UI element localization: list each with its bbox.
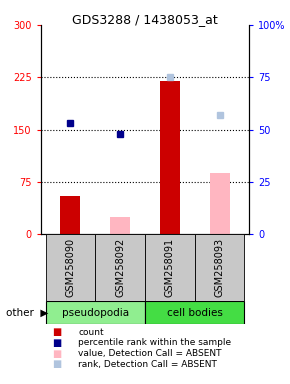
Text: GSM258093: GSM258093 — [215, 238, 224, 297]
Text: count: count — [78, 328, 104, 337]
Text: GSM258091: GSM258091 — [165, 238, 175, 297]
Text: pseudopodia: pseudopodia — [62, 308, 129, 318]
Text: GSM258092: GSM258092 — [115, 238, 125, 298]
Text: ■: ■ — [52, 349, 61, 359]
Text: GDS3288 / 1438053_at: GDS3288 / 1438053_at — [72, 13, 218, 26]
Bar — [95, 234, 145, 301]
Text: value, Detection Call = ABSENT: value, Detection Call = ABSENT — [78, 349, 222, 358]
Bar — [145, 301, 244, 324]
Bar — [46, 301, 145, 324]
Bar — [110, 217, 130, 234]
Bar — [46, 234, 95, 301]
Text: ■: ■ — [52, 327, 61, 337]
Text: GSM258090: GSM258090 — [66, 238, 75, 297]
Text: ■: ■ — [52, 359, 61, 369]
Bar — [210, 173, 229, 234]
Text: cell bodies: cell bodies — [167, 308, 223, 318]
Bar — [145, 234, 195, 301]
Bar — [61, 196, 80, 234]
Text: ■: ■ — [52, 338, 61, 348]
Text: rank, Detection Call = ABSENT: rank, Detection Call = ABSENT — [78, 360, 217, 369]
Text: other  ▶: other ▶ — [6, 308, 48, 318]
Bar — [195, 234, 244, 301]
Bar — [160, 81, 180, 234]
Text: percentile rank within the sample: percentile rank within the sample — [78, 338, 231, 348]
